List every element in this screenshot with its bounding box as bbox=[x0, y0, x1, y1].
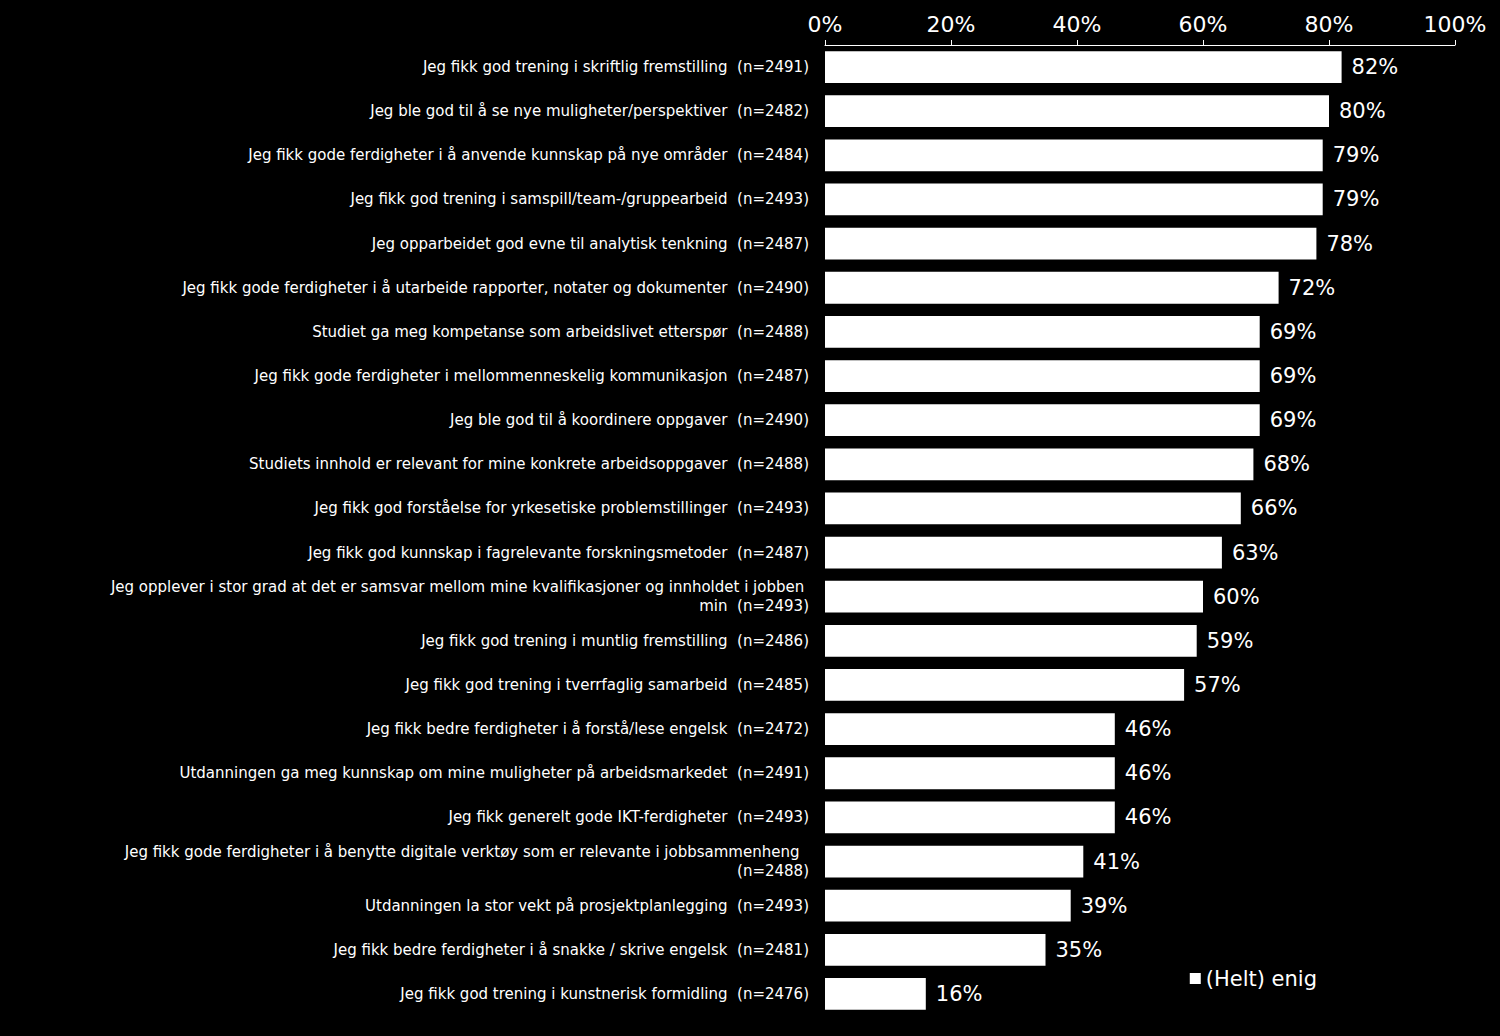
svg-text:46%: 46% bbox=[1125, 761, 1172, 785]
svg-text:72%: 72% bbox=[1289, 276, 1336, 300]
svg-text:Jeg fikk god trening i tverrfa: Jeg fikk god trening i tverrfaglig samar… bbox=[405, 676, 809, 694]
svg-text:80%: 80% bbox=[1339, 99, 1386, 123]
svg-text:Jeg fikk gode ferdigheter i å: Jeg fikk gode ferdigheter i å benytte di… bbox=[124, 843, 809, 861]
svg-text:16%: 16% bbox=[936, 982, 983, 1006]
svg-text:Jeg fikk god forståelse for yr: Jeg fikk god forståelse for yrkesetiske … bbox=[314, 499, 809, 517]
svg-text:46%: 46% bbox=[1125, 717, 1172, 741]
svg-text:100%: 100% bbox=[1424, 12, 1487, 37]
svg-text:Utdanningen ga meg kunnskap om: Utdanningen ga meg kunnskap om mine muli… bbox=[179, 764, 809, 782]
svg-text:80%: 80% bbox=[1305, 12, 1354, 37]
svg-text:60%: 60% bbox=[1179, 12, 1228, 37]
svg-text:Jeg ble god til å koordinere o: Jeg ble god til å koordinere oppgaver (n… bbox=[449, 411, 809, 429]
svg-text:20%: 20% bbox=[927, 12, 976, 37]
svg-text:69%: 69% bbox=[1270, 320, 1317, 344]
svg-text:Jeg fikk gode ferdigheter i å: Jeg fikk gode ferdigheter i å anvende ku… bbox=[247, 146, 809, 164]
svg-text:Utdanningen la stor vekt på pr: Utdanningen la stor vekt på prosjektplan… bbox=[365, 897, 809, 915]
svg-text:Jeg fikk god trening i skriftl: Jeg fikk god trening i skriftlig fremsti… bbox=[422, 58, 809, 76]
svg-text:Jeg fikk gode ferdigheter i å: Jeg fikk gode ferdigheter i å utarbeide … bbox=[181, 279, 809, 297]
svg-text:Jeg opparbeidet god evne til a: Jeg opparbeidet god evne til analytisk t… bbox=[371, 235, 809, 253]
svg-text:Jeg fikk generelt gode IKT-fer: Jeg fikk generelt gode IKT-ferdigheter (… bbox=[447, 808, 809, 826]
svg-text:Jeg fikk gode ferdigheter i me: Jeg fikk gode ferdigheter i mellommennes… bbox=[254, 367, 809, 385]
svg-text:Studiet ga meg kompetanse som: Studiet ga meg kompetanse som arbeidsliv… bbox=[312, 323, 809, 341]
svg-text:35%: 35% bbox=[1056, 938, 1103, 962]
svg-text:Jeg fikk bedre ferdigheter i å: Jeg fikk bedre ferdigheter i å forstå/le… bbox=[366, 720, 809, 738]
svg-text:57%: 57% bbox=[1194, 673, 1241, 697]
svg-text:Jeg fikk god trening i kunstne: Jeg fikk god trening i kunstnerisk formi… bbox=[399, 985, 809, 1003]
svg-text:79%: 79% bbox=[1333, 143, 1380, 167]
svg-text:(Helt) enig: (Helt) enig bbox=[1206, 967, 1317, 991]
svg-text:(n=2488): (n=2488) bbox=[737, 862, 809, 880]
svg-text:68%: 68% bbox=[1263, 452, 1310, 476]
svg-text:40%: 40% bbox=[1053, 12, 1102, 37]
svg-text:69%: 69% bbox=[1270, 364, 1317, 388]
svg-text:66%: 66% bbox=[1251, 496, 1298, 520]
svg-text:78%: 78% bbox=[1326, 232, 1373, 256]
svg-text:59%: 59% bbox=[1207, 629, 1254, 653]
svg-text:Jeg fikk god kunnskap i fagrel: Jeg fikk god kunnskap i fagrelevante for… bbox=[307, 544, 809, 562]
svg-text:79%: 79% bbox=[1333, 187, 1380, 211]
svg-text:63%: 63% bbox=[1232, 541, 1279, 565]
svg-text:0%: 0% bbox=[808, 12, 843, 37]
svg-text:Studiets innhold er relevant f: Studiets innhold er relevant for mine ko… bbox=[249, 455, 809, 473]
svg-text:69%: 69% bbox=[1270, 408, 1317, 432]
svg-text:82%: 82% bbox=[1352, 55, 1399, 79]
svg-text:Jeg ble god til å se nye mulig: Jeg ble god til å se nye muligheter/pers… bbox=[369, 102, 809, 120]
svg-text:60%: 60% bbox=[1213, 585, 1260, 609]
svg-text:Jeg fikk god trening i samspil: Jeg fikk god trening i samspill/team-/gr… bbox=[349, 190, 809, 208]
svg-text:39%: 39% bbox=[1081, 894, 1128, 918]
svg-text:46%: 46% bbox=[1125, 805, 1172, 829]
svg-text:Jeg fikk god trening i muntlig: Jeg fikk god trening i muntlig fremstill… bbox=[420, 632, 809, 650]
svg-text:41%: 41% bbox=[1093, 850, 1140, 874]
svg-text:Jeg fikk bedre ferdigheter i å: Jeg fikk bedre ferdigheter i å snakke / … bbox=[333, 941, 809, 959]
svg-text:Jeg opplever i stor grad at de: Jeg opplever i stor grad at det er samsv… bbox=[110, 578, 809, 596]
svg-text:min (n=2493): min (n=2493) bbox=[699, 597, 809, 615]
